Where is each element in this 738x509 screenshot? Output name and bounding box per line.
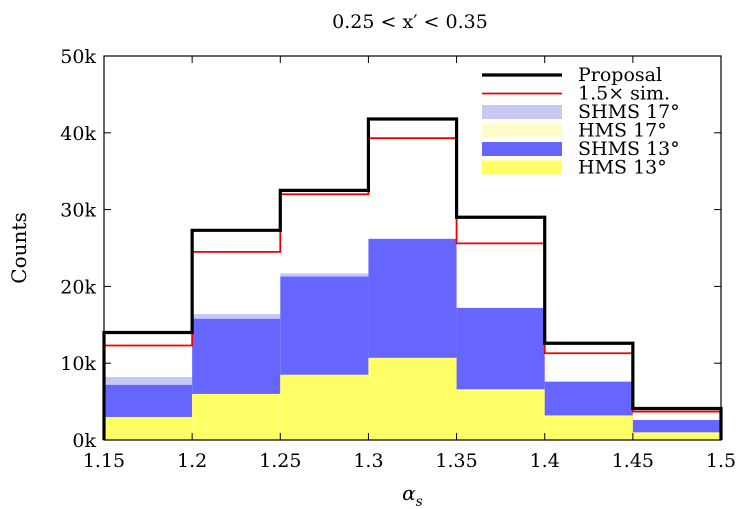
bar-hms-13--bin-0 [104, 416, 193, 440]
x-tick-label: 1.25 [259, 450, 301, 472]
y-tick-label: 40k [60, 123, 96, 145]
y-tick-label: 10k [60, 353, 96, 375]
legend-label: Proposal [578, 64, 662, 86]
bar-shms-13--bin-5 [544, 381, 633, 416]
legend-label: SHMS 17° [578, 101, 680, 123]
bar-hms-13--bin-2 [280, 374, 369, 440]
step-line-layer [102, 117, 723, 440]
x-tick-label: 1.2 [177, 450, 207, 472]
legend-swatch-shms-13- [482, 142, 562, 156]
legend-swatch-shms-17- [482, 105, 562, 119]
bar-shms-13--bin-1 [192, 318, 281, 394]
x-axis-label-symbol: α [402, 481, 416, 505]
x-axis-label: αs [402, 481, 423, 509]
y-tick-label: 50k [60, 46, 96, 68]
x-tick-label: 1.15 [83, 450, 125, 472]
chart-title: 0.25 < x′ < 0.35 [332, 11, 488, 33]
legend-label: HMS 17° [578, 120, 667, 142]
bar-hms-13--bin-6 [632, 432, 721, 440]
legend-label: SHMS 13° [578, 138, 680, 160]
bar-hms-13--bin-3 [368, 357, 457, 440]
y-axis-label: Counts [7, 212, 31, 283]
legend-swatch-hms-17- [482, 123, 562, 138]
x-tick-label: 1.5 [706, 450, 736, 472]
legend-label: 1.5× sim. [578, 83, 670, 105]
bar-hms-13--bin-5 [544, 415, 633, 440]
bar-shms-13--bin-4 [456, 307, 545, 390]
plot-frame [103, 55, 722, 441]
axis-ticks: 1.15 1.2 1.25 1.3 1.35 1.4 1.45 1.5 0k 10k 20k 30k 4… [60, 46, 736, 472]
series-line-proposal [102, 117, 723, 440]
bar-shms-13--bin-3 [368, 238, 457, 358]
bar-shms-17--bin-2 [280, 273, 369, 277]
x-tick-label: 1.35 [435, 450, 477, 472]
x-tick-label: 1.3 [353, 450, 383, 472]
x-tick-label: 1.4 [530, 450, 560, 472]
legend-label: HMS 13° [578, 157, 667, 179]
bar-hms-13--bin-4 [456, 389, 545, 440]
x-tick-label: 1.45 [612, 450, 654, 472]
bar-shms-17--bin-1 [192, 314, 281, 319]
bar-hms-13--bin-1 [192, 393, 281, 440]
x-axis-label-subscript: s [416, 494, 423, 509]
bar-shms-13--bin-6 [632, 420, 721, 433]
y-tick-label: 30k [60, 200, 96, 222]
y-tick-label: 0k [72, 430, 96, 452]
bar-shms-17--bin-0 [104, 377, 193, 385]
bar-shms-13--bin-2 [280, 276, 369, 375]
stacked-fill-layer [104, 238, 721, 440]
y-tick-label: 20k [60, 276, 96, 298]
bar-shms-13--bin-0 [104, 384, 193, 417]
legend-swatch-hms-13- [482, 160, 562, 175]
